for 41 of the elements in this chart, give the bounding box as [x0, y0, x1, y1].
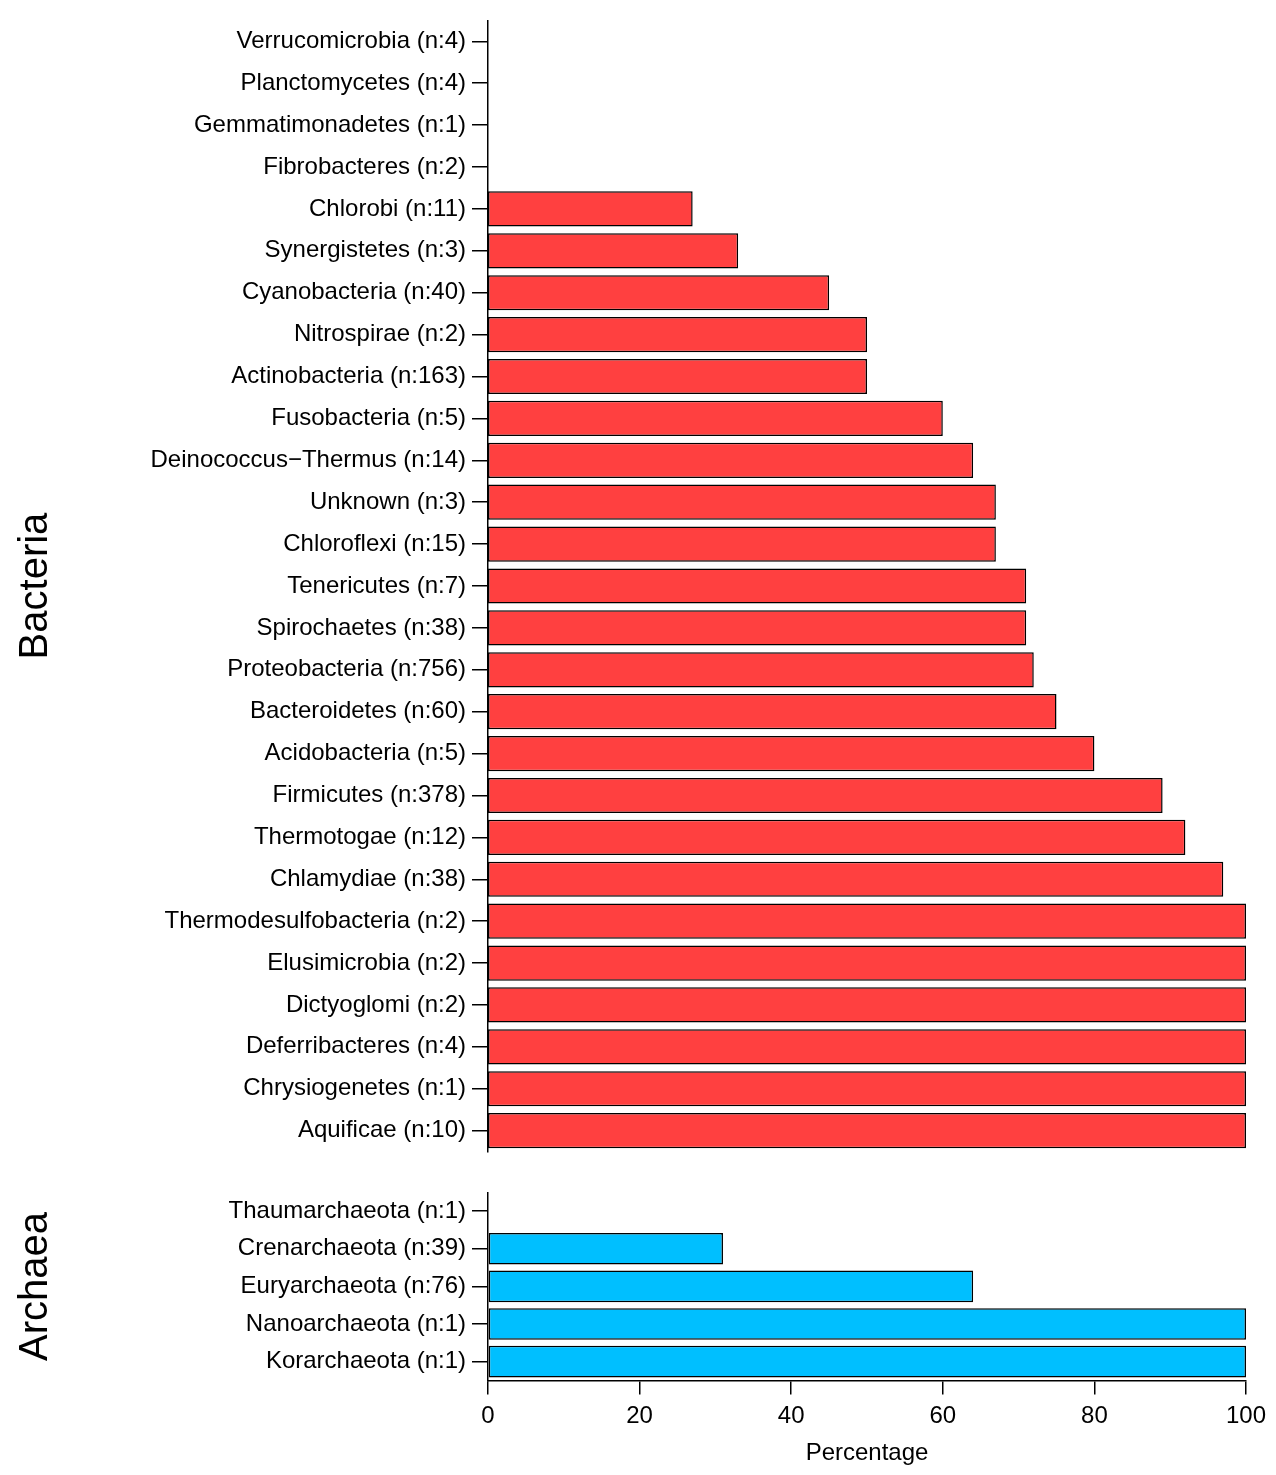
x-axis-title: Percentage	[805, 1438, 929, 1466]
y-tick-label: Deinococcus−Thermus (n:14)	[150, 444, 466, 472]
y-tick-label: Spirochaetes (n:38)	[256, 612, 466, 640]
y-axis-title: Bacteria	[11, 511, 56, 660]
y-tick-label: Chlamydiae (n:38)	[269, 863, 466, 891]
y-tick-label: Nanoarchaeota (n:1)	[245, 1308, 466, 1336]
y-tick-label: Planctomycetes (n:4)	[240, 67, 466, 95]
y-tick-label: Unknown (n:3)	[309, 486, 466, 514]
y-tick-label: Firmicutes (n:378)	[272, 780, 466, 808]
x-tick-label: 100	[1225, 1401, 1267, 1429]
y-tick-label: Verrucomicrobia (n:4)	[236, 25, 466, 53]
y-tick-label: Euryarchaeota (n:76)	[240, 1271, 466, 1299]
x-tick-label: 80	[1081, 1401, 1108, 1429]
y-tick-label: Dictyoglomi (n:2)	[285, 989, 466, 1017]
y-tick-label: Cyanobacteria (n:40)	[241, 277, 466, 305]
y-tick-label: Thermodesulfobacteria (n:2)	[164, 905, 466, 933]
y-tick-label: Chlorobi (n:11)	[309, 193, 466, 221]
y-tick-label: Thermotogae (n:12)	[253, 822, 466, 849]
y-tick-label: Bacteroidetes (n:60)	[249, 696, 466, 724]
y-tick-label: Proteobacteria (n:756)	[227, 654, 466, 682]
x-tick-label: 40	[777, 1401, 805, 1429]
y-tick-label: Crenarchaeota (n:39)	[237, 1233, 466, 1261]
y-tick-label: Fusobacteria (n:5)	[271, 403, 466, 431]
y-tick-label: Aquificae (n:10)	[297, 1115, 466, 1143]
y-tick-label: Actinobacteria (n:163)	[231, 361, 466, 389]
x-tick-label: 20	[626, 1401, 653, 1429]
y-tick-label: Thaumarchaeota (n:1)	[228, 1195, 466, 1223]
y-tick-label: Nitrospirae (n:2)	[293, 319, 466, 347]
y-tick-label: Synergistetes (n:3)	[264, 235, 466, 263]
y-axis-title: Archaea	[11, 1211, 56, 1361]
y-tick-label: Chrysiogenetes (n:1)	[243, 1073, 466, 1101]
y-tick-label: Elusimicrobia (n:2)	[267, 947, 466, 975]
y-tick-label: Fibrobacteres (n:2)	[263, 151, 466, 179]
y-tick-label: Chloroflexi (n:15)	[283, 528, 466, 556]
y-tick-label: Tenericutes (n:7)	[287, 570, 466, 598]
y-tick-label: Deferribacteres (n:4)	[245, 1031, 466, 1059]
y-tick-label: Acidobacteria (n:5)	[264, 738, 466, 766]
x-tick-label: 0	[481, 1401, 495, 1429]
y-tick-label: Korarchaeota (n:1)	[265, 1346, 466, 1374]
y-tick-label: Gemmatimonadetes (n:1)	[193, 109, 466, 137]
x-tick-label: 60	[929, 1401, 957, 1429]
